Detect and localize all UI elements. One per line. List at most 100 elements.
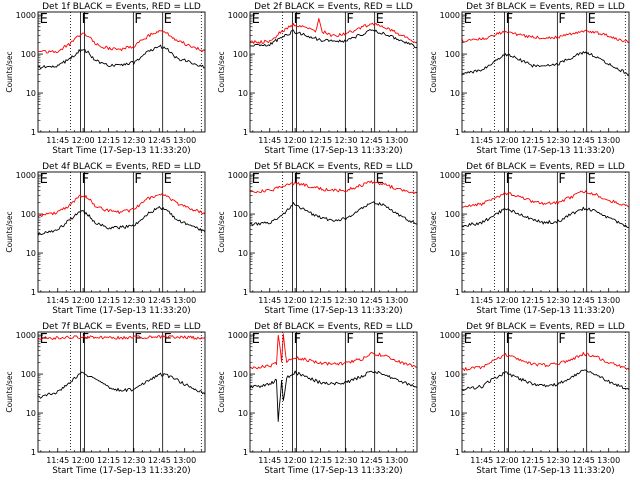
y-tick-label: 1 (455, 288, 460, 297)
y-axis-label: Counts/sec (429, 51, 438, 92)
y-tick-label: 10 (450, 89, 460, 98)
flag-label: E (164, 172, 172, 187)
flag-label: E (164, 332, 172, 347)
y-tick-label: 1 (243, 288, 248, 297)
x-tick-label: 12:00 (496, 296, 519, 305)
det-panel-8: Det 8f BLACK = Events, RED = LLD 1 10 100 10… (217, 322, 418, 476)
y-axis-label: Counts/sec (5, 51, 14, 92)
y-tick-label: 1000 (228, 171, 248, 180)
x-axis-label: Start Time (17-Sep-13 11:33:20) (476, 466, 614, 476)
flag-label: E (252, 172, 260, 187)
x-tick-label: 12:30 (334, 296, 357, 305)
x-tick-label: 12:00 (496, 136, 519, 145)
x-tick-label: 12:30 (122, 136, 145, 145)
plot-frame (37, 11, 206, 133)
series-line-lld (37, 193, 206, 218)
x-tick-label: 13:00 (597, 456, 620, 465)
flag-label: E (588, 172, 596, 187)
x-tick-label: 13:00 (597, 296, 620, 305)
det-panel-4: Det 4f BLACK = Events, RED = LLD 1 10 100 10… (5, 162, 206, 316)
x-tick-label: 12:15 (521, 296, 544, 305)
panel-title: Det 7f BLACK = Events, RED = LLD (42, 322, 201, 332)
y-tick-label: 1000 (440, 331, 460, 340)
series-line-events (37, 44, 206, 70)
x-tick-label: 11:45 (258, 296, 281, 305)
x-tick-label: 12:00 (284, 456, 307, 465)
det-panel-3: Det 3f BLACK = Events, RED = LLD 1 10 100 10… (429, 2, 630, 156)
x-tick-label: 12:00 (284, 136, 307, 145)
y-tick-label: 1 (243, 448, 248, 457)
series-line-lld (37, 29, 206, 54)
x-tick-label: 13:00 (385, 456, 408, 465)
y-tick-label: 100 (233, 210, 248, 219)
x-tick-label: 12:15 (97, 456, 120, 465)
y-tick-label: 10 (26, 89, 36, 98)
series-line-events (249, 370, 418, 422)
panel-title: Det 4f BLACK = Events, RED = LLD (42, 162, 201, 172)
x-tick-label: 13:00 (173, 136, 196, 145)
y-axis-label: Counts/sec (429, 371, 438, 412)
flag-label: E (588, 12, 596, 27)
flag-label: F (346, 12, 353, 27)
x-tick-label: 12:45 (360, 296, 383, 305)
y-axis-label: Counts/sec (429, 211, 438, 252)
flag-label: F (506, 332, 513, 347)
x-tick-label: 11:45 (258, 136, 281, 145)
x-axis-label: Start Time (17-Sep-13 11:33:20) (52, 146, 190, 156)
flag-label: F (558, 172, 565, 187)
flag-label: E (588, 332, 596, 347)
x-axis-label: Start Time (17-Sep-13 11:33:20) (264, 306, 402, 316)
x-tick-label: 13:00 (385, 136, 408, 145)
series-line-lld (249, 333, 417, 370)
flag-label: F (294, 332, 301, 347)
panel-title: Det 8f BLACK = Events, RED = LLD (254, 322, 413, 332)
x-tick-label: 13:00 (173, 456, 196, 465)
flag-label: E (252, 332, 260, 347)
x-tick-label: 12:15 (309, 296, 332, 305)
x-tick-label: 11:45 (258, 456, 281, 465)
series-line-lld (249, 18, 418, 44)
y-tick-label: 1000 (16, 331, 36, 340)
flag-label: E (464, 332, 472, 347)
x-axis-label: Start Time (17-Sep-13 11:33:20) (264, 466, 402, 476)
x-tick-label: 12:00 (284, 296, 307, 305)
panel-title: Det 5f BLACK = Events, RED = LLD (254, 162, 413, 172)
plot-frame (461, 11, 630, 133)
x-axis-label: Start Time (17-Sep-13 11:33:20) (264, 146, 402, 156)
x-axis-label: Start Time (17-Sep-13 11:33:20) (52, 306, 190, 316)
y-tick-label: 10 (238, 249, 248, 258)
flag-label: E (376, 332, 384, 347)
y-tick-label: 1 (31, 448, 36, 457)
flag-label: F (134, 332, 141, 347)
y-tick-label: 1000 (440, 171, 460, 180)
y-tick-label: 1 (31, 128, 36, 137)
x-tick-label: 12:45 (148, 136, 171, 145)
y-tick-label: 1000 (228, 331, 248, 340)
x-tick-label: 11:45 (470, 296, 493, 305)
series-line-events (461, 206, 630, 229)
y-tick-label: 100 (21, 210, 36, 219)
y-tick-label: 1 (243, 128, 248, 137)
series-line-events (461, 369, 630, 391)
flag-label: F (294, 12, 301, 27)
flag-label: F (82, 332, 89, 347)
y-axis-label: Counts/sec (5, 211, 14, 252)
det-panel-9: Det 9f BLACK = Events, RED = LLD 1 10 100 10… (429, 322, 630, 476)
plot-frame (249, 11, 418, 133)
x-tick-label: 12:00 (72, 296, 95, 305)
x-tick-label: 11:45 (470, 456, 493, 465)
x-tick-label: 12:15 (309, 136, 332, 145)
x-tick-label: 11:45 (46, 456, 69, 465)
y-tick-label: 100 (21, 50, 36, 59)
x-tick-label: 12:15 (97, 296, 120, 305)
x-axis-label: Start Time (17-Sep-13 11:33:20) (476, 306, 614, 316)
flag-label: F (134, 172, 141, 187)
y-axis-label: Counts/sec (217, 371, 226, 412)
det-panel-7: Det 7f BLACK = Events, RED = LLD 1 10 100 10… (5, 322, 206, 476)
plot-frame (249, 331, 418, 453)
y-tick-label: 10 (26, 249, 36, 258)
series-line-lld (461, 351, 630, 372)
flag-label: F (558, 332, 565, 347)
x-axis-label: Start Time (17-Sep-13 11:33:20) (476, 146, 614, 156)
